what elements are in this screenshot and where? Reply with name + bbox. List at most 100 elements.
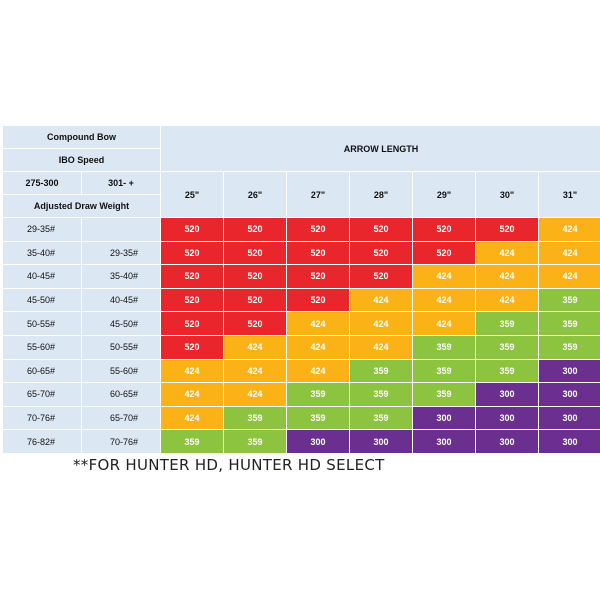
spine-weight-cell: 520 bbox=[224, 241, 286, 265]
draw-weight-label-301-plus bbox=[82, 218, 160, 241]
arrow-length-column-header: 31" bbox=[539, 172, 600, 217]
spine-weight-cell: 424 bbox=[161, 406, 223, 430]
speed-high-header: 301- + bbox=[82, 172, 160, 194]
spine-weight-cell: 424 bbox=[350, 288, 412, 312]
spine-weight-cell: 520 bbox=[161, 241, 223, 265]
spine-weight-cell: 359 bbox=[539, 288, 600, 312]
spine-weight-cell: 424 bbox=[413, 288, 475, 312]
spine-weight-cell: 424 bbox=[539, 241, 600, 265]
spine-weight-cell: 359 bbox=[539, 312, 600, 335]
spine-weight-cell: 300 bbox=[413, 406, 475, 430]
spine-weight-cell: 520 bbox=[161, 288, 223, 312]
spine-weight-cell: 424 bbox=[539, 218, 600, 241]
draw-weight-label-275-300: 76-82# bbox=[3, 430, 81, 453]
spine-weight-cell: 359 bbox=[350, 406, 412, 430]
spine-weight-cell: 359 bbox=[476, 335, 538, 359]
spine-weight-cell: 359 bbox=[287, 406, 349, 430]
spine-weight-cell: 300 bbox=[539, 383, 600, 406]
arrow-length-column-header: 26" bbox=[224, 172, 286, 217]
spine-weight-cell: 424 bbox=[350, 312, 412, 335]
arrow-length-column-header: 30" bbox=[476, 172, 538, 217]
spine-weight-cell: 520 bbox=[224, 288, 286, 312]
spine-weight-cell: 520 bbox=[161, 218, 223, 241]
draw-weight-label-275-300: 65-70# bbox=[3, 383, 81, 406]
spine-weight-cell: 300 bbox=[476, 430, 538, 453]
draw-weight-label-275-300: 70-76# bbox=[3, 406, 81, 430]
spine-weight-cell: 520 bbox=[413, 241, 475, 265]
arrow-length-header: ARROW LENGTH bbox=[161, 126, 600, 171]
arrow-spine-chart: Compound Bow IBO Speed 275-300 301- + Ad… bbox=[3, 126, 600, 453]
speed-low-header: 275-300 bbox=[3, 172, 81, 194]
draw-weight-label-275-300: 60-65# bbox=[3, 359, 81, 383]
spine-weight-cell: 520 bbox=[350, 265, 412, 288]
spine-weight-cell: 300 bbox=[539, 406, 600, 430]
spine-weight-cell: 359 bbox=[413, 359, 475, 383]
draw-weight-label-301-plus: 40-45# bbox=[82, 288, 160, 312]
draw-weight-label-275-300: 55-60# bbox=[3, 335, 81, 359]
draw-weight-label-275-300: 35-40# bbox=[3, 241, 81, 265]
spine-weight-cell: 359 bbox=[413, 383, 475, 406]
draw-weight-label-275-300: 40-45# bbox=[3, 265, 81, 288]
spine-weight-cell: 520 bbox=[350, 218, 412, 241]
spine-weight-cell: 300 bbox=[350, 430, 412, 453]
arrow-length-column-header: 25" bbox=[161, 172, 223, 217]
spine-weight-cell: 424 bbox=[413, 312, 475, 335]
spine-weight-cell: 359 bbox=[224, 430, 286, 453]
spine-weight-cell: 300 bbox=[287, 430, 349, 453]
spine-weight-cell: 300 bbox=[476, 406, 538, 430]
spine-weight-cell: 520 bbox=[161, 265, 223, 288]
arrow-length-column-header: 27" bbox=[287, 172, 349, 217]
spine-weight-cell: 359 bbox=[413, 335, 475, 359]
draw-weight-label-301-plus: 60-65# bbox=[82, 383, 160, 406]
draw-weight-label-301-plus: 45-50# bbox=[82, 312, 160, 335]
draw-weight-label-301-plus: 50-55# bbox=[82, 335, 160, 359]
spine-weight-cell: 520 bbox=[224, 218, 286, 241]
adjusted-draw-weight-header: Adjusted Draw Weight bbox=[3, 195, 160, 217]
draw-weight-label-301-plus: 65-70# bbox=[82, 406, 160, 430]
draw-weight-label-275-300: 45-50# bbox=[3, 288, 81, 312]
spine-weight-cell: 520 bbox=[161, 312, 223, 335]
spine-weight-cell: 424 bbox=[161, 359, 223, 383]
spine-weight-cell: 424 bbox=[224, 383, 286, 406]
spine-weight-cell: 520 bbox=[287, 241, 349, 265]
spine-weight-cell: 300 bbox=[539, 430, 600, 453]
spine-weight-cell: 520 bbox=[287, 265, 349, 288]
draw-weight-label-301-plus: 35-40# bbox=[82, 265, 160, 288]
spine-weight-cell: 424 bbox=[224, 335, 286, 359]
spine-weight-cell: 424 bbox=[224, 359, 286, 383]
spine-weight-cell: 424 bbox=[413, 265, 475, 288]
spine-weight-cell: 520 bbox=[224, 312, 286, 335]
draw-weight-label-301-plus: 70-76# bbox=[82, 430, 160, 453]
spine-weight-cell: 424 bbox=[539, 265, 600, 288]
spine-weight-cell: 424 bbox=[287, 359, 349, 383]
spine-weight-cell: 359 bbox=[287, 383, 349, 406]
spine-weight-cell: 359 bbox=[350, 359, 412, 383]
spine-weight-cell: 359 bbox=[161, 430, 223, 453]
spine-weight-cell: 359 bbox=[476, 312, 538, 335]
spine-weight-cell: 424 bbox=[476, 265, 538, 288]
spine-weight-cell: 359 bbox=[350, 383, 412, 406]
spine-weight-cell: 359 bbox=[224, 406, 286, 430]
spine-weight-cell: 300 bbox=[476, 383, 538, 406]
ibo-speed-header: IBO Speed bbox=[3, 149, 160, 171]
draw-weight-label-275-300: 29-35# bbox=[3, 218, 81, 241]
compound-bow-header: Compound Bow bbox=[3, 126, 160, 148]
spine-weight-cell: 520 bbox=[476, 218, 538, 241]
spine-weight-cell: 520 bbox=[287, 218, 349, 241]
draw-weight-label-275-300: 50-55# bbox=[3, 312, 81, 335]
spine-weight-cell: 520 bbox=[161, 335, 223, 359]
spine-weight-cell: 424 bbox=[350, 335, 412, 359]
spine-weight-cell: 300 bbox=[539, 359, 600, 383]
spine-weight-cell: 424 bbox=[476, 241, 538, 265]
spine-weight-cell: 424 bbox=[161, 383, 223, 406]
spine-weight-cell: 520 bbox=[287, 288, 349, 312]
spine-weight-cell: 359 bbox=[539, 335, 600, 359]
spine-weight-cell: 520 bbox=[224, 265, 286, 288]
spine-weight-cell: 520 bbox=[413, 218, 475, 241]
spine-weight-cell: 359 bbox=[476, 359, 538, 383]
spine-weight-cell: 520 bbox=[350, 241, 412, 265]
spine-weight-cell: 424 bbox=[287, 335, 349, 359]
spine-weight-cell: 300 bbox=[413, 430, 475, 453]
draw-weight-label-301-plus: 29-35# bbox=[82, 241, 160, 265]
draw-weight-label-301-plus: 55-60# bbox=[82, 359, 160, 383]
